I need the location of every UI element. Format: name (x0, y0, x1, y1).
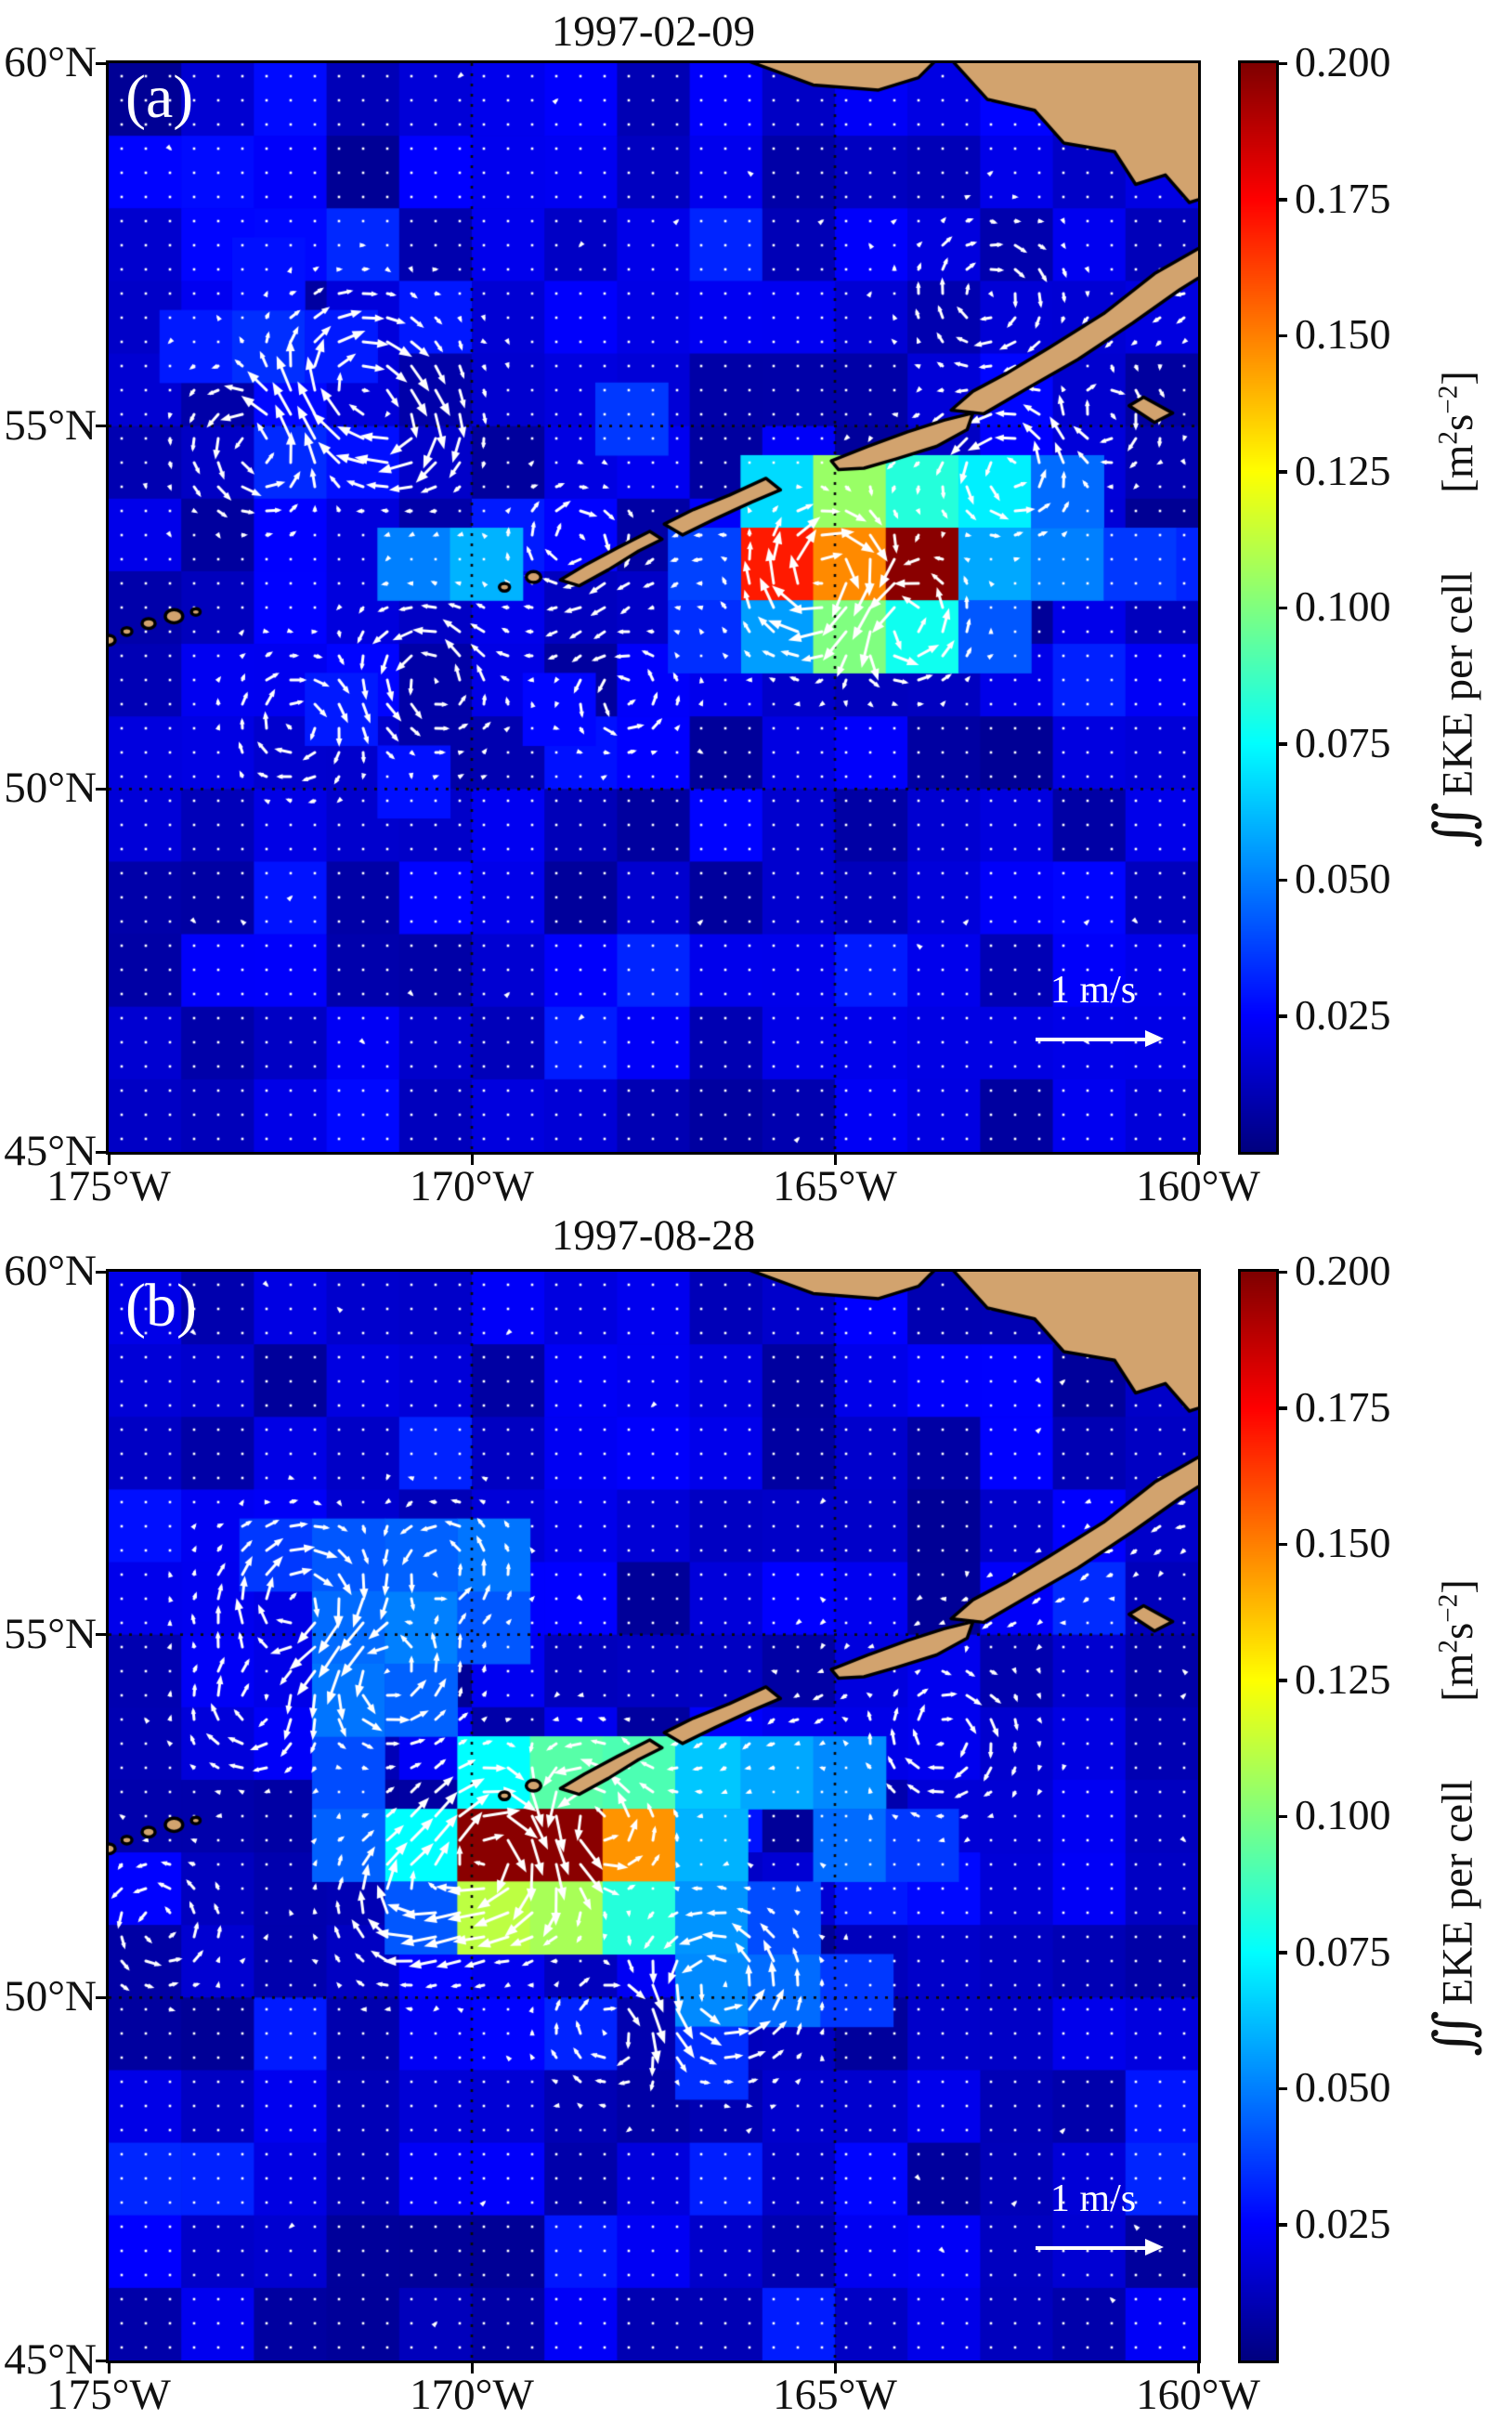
colorbar-tick-mark (1276, 1406, 1287, 1410)
colorbar-tick-label: 0.125 (1295, 446, 1391, 494)
x-tick-label: 170°W (410, 1162, 534, 1210)
panel-b-map: (b) 1 m/s (106, 1269, 1201, 2363)
colorbar-tick-label: 0.075 (1295, 718, 1391, 766)
colorbar-tick-mark (1276, 1542, 1287, 1546)
scale-arrow-label: 1 m/s (1049, 2177, 1137, 2220)
colorbar-tick-mark (1276, 2223, 1287, 2227)
panel-a-title: 1997-02-09 (551, 7, 756, 56)
colorbar-tick-label: 0.075 (1295, 1927, 1391, 1975)
colorbar-tick-label: 0.025 (1295, 990, 1391, 1039)
colorbar-tick-label: 0.050 (1295, 855, 1391, 902)
y-tick-label: 55°N (4, 400, 97, 450)
x-tick-mark (470, 1155, 474, 1165)
x-tick-label: 165°W (773, 2371, 897, 2419)
scale-arrow-icon (1036, 2239, 1166, 2257)
y-tick-label: 45°N (4, 2335, 97, 2384)
x-tick-mark (833, 2363, 837, 2373)
panel-a-map-canvas (109, 63, 1198, 1152)
x-tick-mark (833, 1155, 837, 1165)
x-tick-mark (470, 2363, 474, 2373)
panel-b-letter: (b) (125, 1272, 197, 1340)
y-tick-label: 45°N (4, 1127, 97, 1175)
scale-arrow-note-b: 1 m/s (972, 2177, 1214, 2261)
colorbar-tick-label: 0.050 (1295, 2063, 1391, 2111)
x-tick-mark (1196, 1155, 1200, 1165)
colorbar-tick-mark (1276, 1951, 1287, 1955)
colorbar-tick-label: 0.125 (1295, 1654, 1391, 1703)
y-tick-label: 50°N (4, 1972, 97, 2021)
y-tick-mark (96, 1995, 106, 1999)
panel-a-letter: (a) (125, 63, 194, 131)
y-tick-mark (96, 2359, 106, 2362)
colorbar-tick-label: 0.150 (1295, 310, 1391, 358)
colorbar-b-canvas (1241, 1272, 1276, 2360)
colorbar-tick-label: 0.100 (1295, 1791, 1391, 1838)
colorbar-tick-label: 0.150 (1295, 1519, 1391, 1566)
colorbar-tick-mark (1276, 61, 1287, 65)
colorbar-a (1238, 60, 1279, 1155)
x-tick-mark (1196, 2363, 1200, 2373)
colorbar-tick-label: 0.200 (1295, 38, 1391, 85)
x-tick-label: 160°W (1136, 1162, 1260, 1210)
colorbar-tick-mark (1276, 1270, 1287, 1274)
y-tick-mark (96, 425, 106, 428)
scale-arrow-label: 1 m/s (1049, 969, 1137, 1012)
colorbar-tick-label: 0.175 (1295, 174, 1391, 222)
colorbar-tick-mark (1276, 333, 1287, 337)
y-tick-label: 55°N (4, 1609, 97, 1658)
colorbar-tick-mark (1276, 198, 1287, 202)
x-tick-label: 160°W (1136, 2371, 1260, 2419)
scale-arrow-note-a: 1 m/s (972, 969, 1214, 1053)
x-tick-label: 175°W (46, 2371, 171, 2419)
y-tick-mark (96, 1150, 106, 1154)
colorbar-tick-mark (1276, 1679, 1287, 1682)
colorbar-a-canvas (1241, 63, 1276, 1152)
double-integral-symbol: ∬ (1423, 802, 1484, 848)
x-tick-mark (107, 1155, 111, 1165)
colorbar-tick-mark (1276, 470, 1287, 474)
x-tick-label: 175°W (46, 1162, 171, 1210)
x-tick-label: 170°W (410, 2371, 534, 2419)
y-tick-label: 50°N (4, 764, 97, 813)
colorbar-tick-label: 0.100 (1295, 582, 1391, 630)
panel-b-map-canvas (109, 1272, 1198, 2360)
scale-arrow-icon (1036, 1030, 1166, 1049)
colorbar-tick-label: 0.175 (1295, 1382, 1391, 1431)
x-tick-label: 165°W (773, 1162, 897, 1210)
panel-a-map: (a) 1 m/s (106, 60, 1201, 1155)
y-tick-mark (96, 1633, 106, 1637)
colorbar-tick-mark (1276, 1814, 1287, 1818)
colorbar-tick-mark (1276, 2086, 1287, 2090)
double-integral-symbol: ∬ (1423, 2010, 1484, 2057)
y-tick-mark (96, 61, 106, 65)
colorbar-tick-mark (1276, 1014, 1287, 1018)
y-tick-label: 60°N (4, 1247, 97, 1295)
y-tick-mark (96, 787, 106, 791)
y-tick-mark (96, 1270, 106, 1274)
colorbar-b (1238, 1269, 1279, 2363)
panel-b-title: 1997-08-28 (551, 1211, 756, 1260)
colorbar-tick-mark (1276, 606, 1287, 609)
y-tick-label: 60°N (4, 38, 97, 86)
colorbar-tick-label: 0.200 (1295, 1247, 1391, 1294)
colorbar-tick-label: 0.025 (1295, 2199, 1391, 2247)
colorbar-tick-mark (1276, 742, 1287, 746)
x-tick-mark (107, 2363, 111, 2373)
colorbar-tick-mark (1276, 878, 1287, 882)
